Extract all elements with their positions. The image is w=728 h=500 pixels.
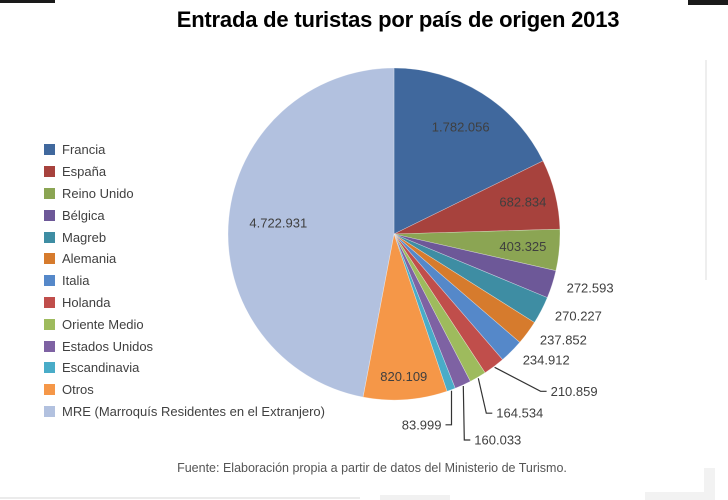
legend-swatch <box>44 296 55 308</box>
legend: Francia España Reino Unido Bélgica Magreb Ale… <box>44 139 325 422</box>
legend-item: Magreb <box>44 226 325 248</box>
leader-line <box>494 366 547 392</box>
source-note: Fuente: Elaboración propia a partir de d… <box>177 461 567 475</box>
scan-artifact-bottom-right <box>645 492 715 500</box>
pie-slice <box>393 233 471 389</box>
data-label: 210.859 <box>551 384 598 399</box>
legend-swatch <box>44 275 55 287</box>
data-label: 164.534 <box>496 406 543 421</box>
data-label: 83.999 <box>402 417 442 432</box>
data-label: 4.722.931 <box>249 216 307 231</box>
legend-label: Estados Unidos <box>62 338 154 354</box>
legend-label: Francia <box>62 142 106 158</box>
legend-item: MRE (Marroquís Residentes en el Extranje… <box>44 401 325 423</box>
scan-artifact-bottom-line <box>0 497 360 499</box>
legend-swatch <box>44 231 55 243</box>
legend-item: Escandinavia <box>44 357 325 379</box>
data-label: 403.325 <box>499 239 546 254</box>
pie-slice <box>362 232 448 401</box>
data-label: 270.227 <box>555 308 602 323</box>
legend-swatch <box>44 384 55 396</box>
legend-label: MRE (Marroquís Residentes en el Extranje… <box>62 403 325 419</box>
legend-item: Alemania <box>44 248 325 270</box>
legend-label: Escandinavia <box>62 360 140 376</box>
data-label: 820.109 <box>380 369 427 384</box>
pie-slice <box>227 67 395 398</box>
legend-label: Bélgica <box>62 207 105 223</box>
pie-slice <box>393 233 557 299</box>
legend-item: Holanda <box>44 292 325 314</box>
legend-item: Italia <box>44 270 325 292</box>
legend-label: Italia <box>62 273 90 289</box>
scan-artifact-top-right <box>688 0 728 5</box>
legend-label: Reino Unido <box>62 185 134 201</box>
leader-line <box>477 378 493 414</box>
chart-title: Entrada de turistas por país de origen 2… <box>176 7 620 32</box>
legend-swatch <box>44 253 55 265</box>
data-label: 237.852 <box>540 333 587 348</box>
legend-swatch <box>44 187 55 199</box>
legend-swatch <box>44 362 55 374</box>
pie-slice <box>393 160 561 235</box>
data-label: 682.834 <box>499 195 546 210</box>
legend-swatch <box>44 166 55 178</box>
leader-line <box>445 390 453 426</box>
legend-label: Otros <box>62 382 94 398</box>
pie-slice <box>393 233 535 343</box>
legend-item: Otros <box>44 379 325 401</box>
legend-label: Oriente Medio <box>62 316 144 332</box>
data-label: 234.912 <box>523 353 570 368</box>
legend-label: España <box>62 164 107 180</box>
legend-item: Oriente Medio <box>44 313 325 335</box>
scan-artifact-bottom-mid <box>380 495 450 500</box>
legend-item: Bélgica <box>44 204 325 226</box>
legend-label: Alemania <box>62 251 117 267</box>
pie-slice <box>393 233 456 392</box>
scan-artifact-bottom-right-vertical <box>704 468 715 498</box>
legend-item: Reino Unido <box>44 183 325 205</box>
data-label: 160.033 <box>474 433 521 448</box>
legend-item: España <box>44 161 325 183</box>
legend-swatch <box>44 144 55 156</box>
leader-line <box>462 385 471 441</box>
legend-swatch <box>44 340 55 352</box>
pie-slice <box>393 233 486 382</box>
pie-slice <box>393 233 521 361</box>
legend-swatch <box>44 209 55 221</box>
pie-slice <box>393 228 561 272</box>
legend-item: Francia <box>44 139 325 161</box>
scan-artifact-right-line <box>705 60 707 280</box>
pie-slice <box>393 233 548 323</box>
data-label: 272.593 <box>567 280 614 295</box>
legend-label: Magreb <box>62 229 107 245</box>
legend-swatch <box>44 318 55 330</box>
legend-item: Estados Unidos <box>44 335 325 357</box>
legend-label: Holanda <box>62 294 111 310</box>
pie-slice <box>393 233 503 374</box>
data-label: 1.782.056 <box>432 119 490 134</box>
legend-swatch <box>44 405 55 417</box>
scan-artifact-top-left <box>0 0 55 3</box>
pie-slice <box>393 67 544 235</box>
